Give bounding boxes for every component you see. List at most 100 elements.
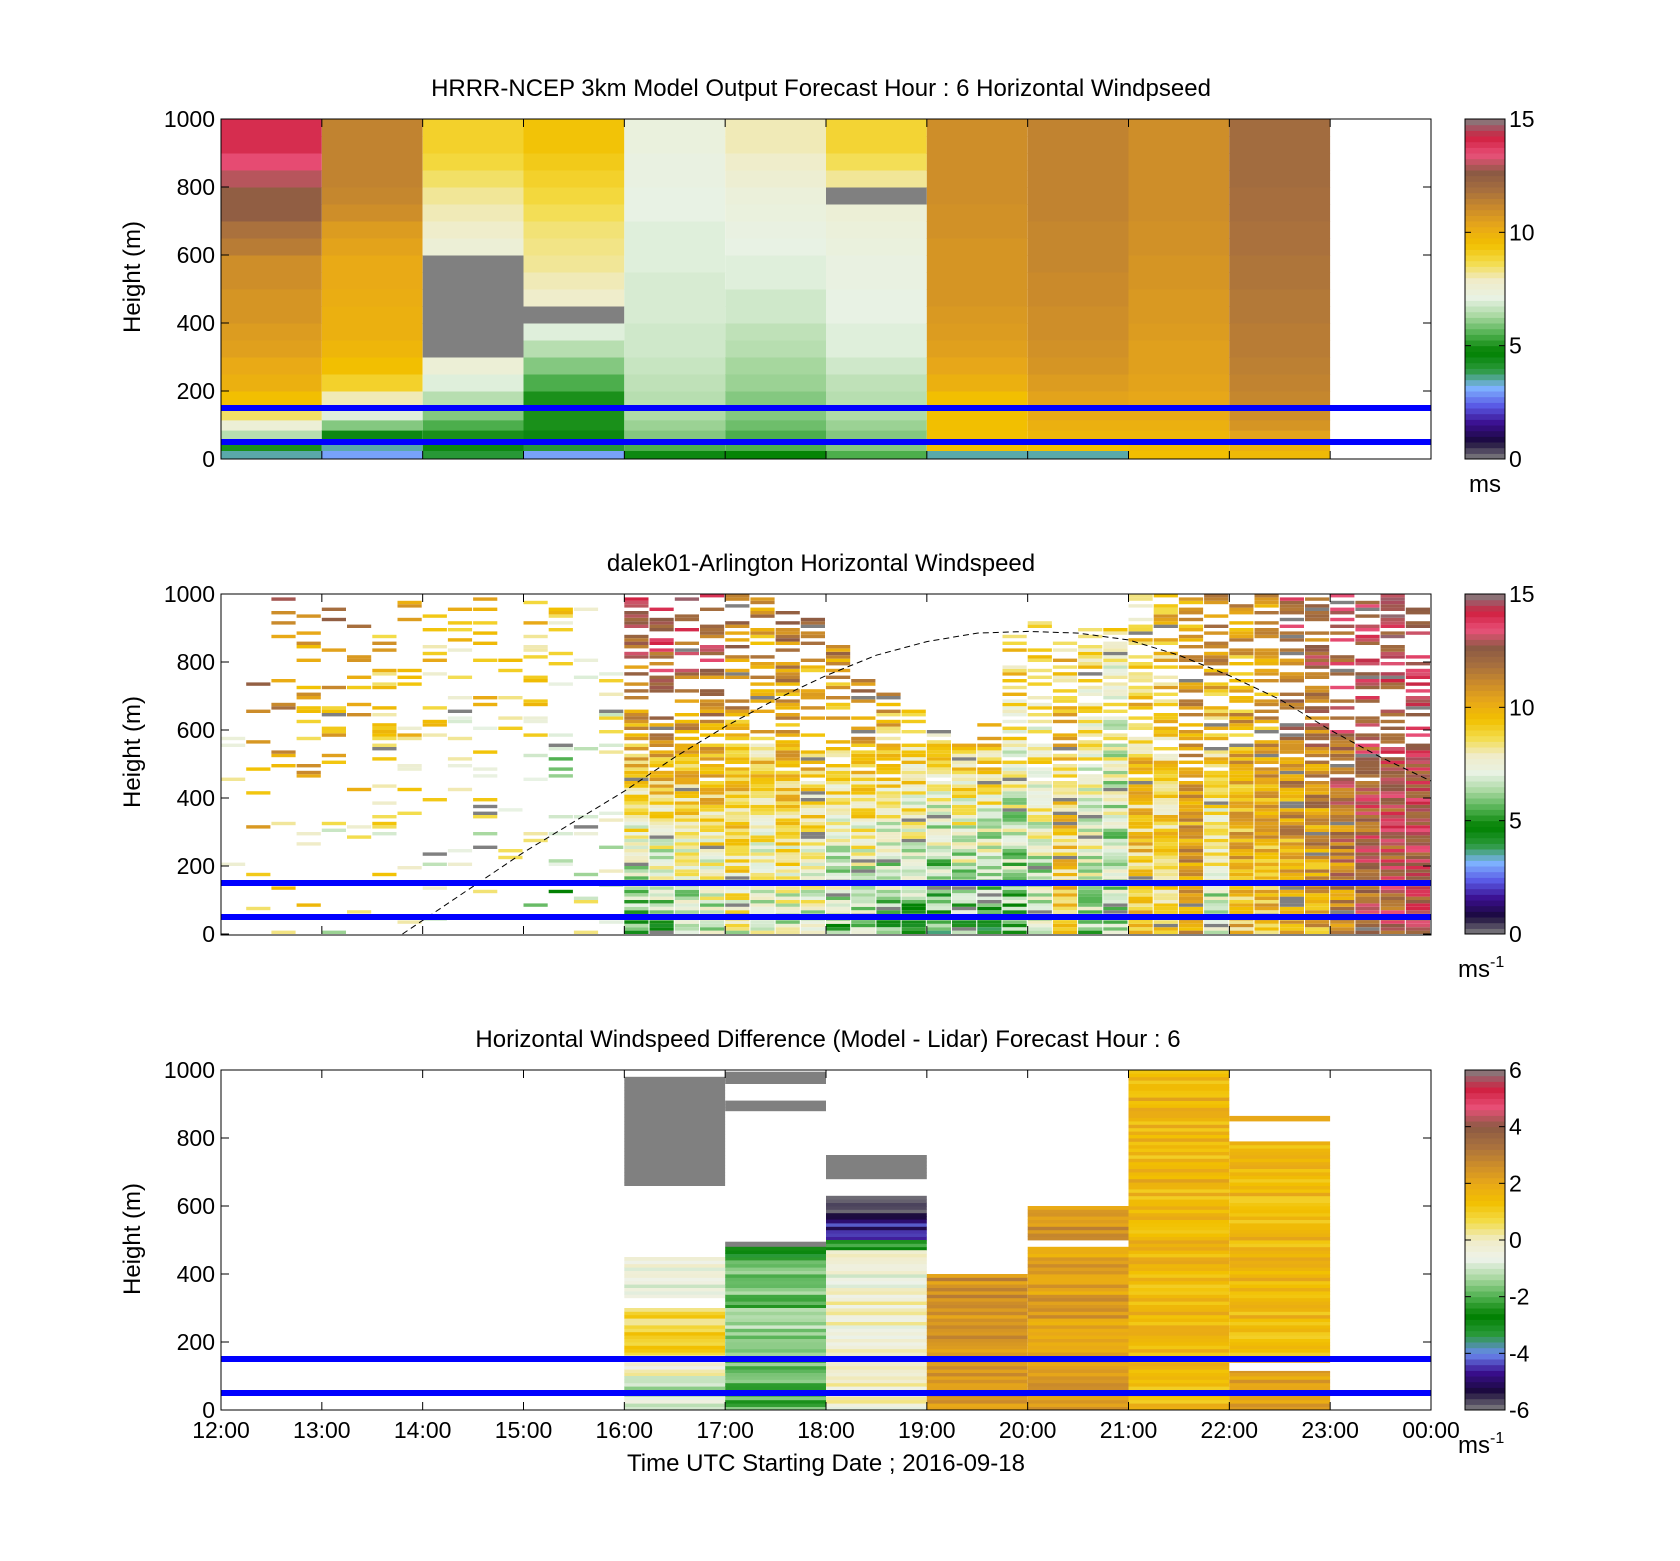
heatmap-cell xyxy=(775,821,800,826)
heatmap-cell xyxy=(1229,927,1254,931)
heatmap-cell xyxy=(725,204,826,222)
heatmap-cell xyxy=(1103,818,1128,822)
heatmap-cell xyxy=(1128,900,1153,904)
heatmap-cell xyxy=(1002,743,1027,747)
heatmap-cell xyxy=(1178,634,1204,639)
heatmap-cell xyxy=(1178,730,1204,734)
heatmap-cell xyxy=(1153,736,1178,741)
heatmap-cell xyxy=(926,374,1028,392)
heatmap-cell xyxy=(649,723,674,727)
heatmap-cell xyxy=(1204,896,1229,900)
heatmap-cell xyxy=(851,682,876,686)
heatmap-cell xyxy=(1128,1175,1230,1180)
heatmap-cell xyxy=(750,818,775,822)
heatmap-cell xyxy=(649,662,674,666)
heatmap-cell xyxy=(826,1325,927,1329)
heatmap-cell xyxy=(1027,760,1052,764)
heatmap-cell xyxy=(700,702,725,707)
heatmap-cell xyxy=(1103,631,1128,635)
heatmap-cell xyxy=(1128,1097,1230,1101)
heatmap-cell xyxy=(523,357,625,375)
heatmap-cell xyxy=(649,900,674,904)
heatmap-cell xyxy=(876,726,901,730)
heatmap-cell xyxy=(649,893,674,897)
colorbar-swatch xyxy=(1465,221,1505,228)
heatmap-cell xyxy=(1178,689,1204,693)
heatmap-cell xyxy=(1178,767,1204,771)
heatmap-cell xyxy=(1027,655,1052,659)
heatmap-cell xyxy=(700,872,725,877)
heatmap-cell xyxy=(1027,440,1129,451)
heatmap-cell xyxy=(700,893,725,897)
colorbar-swatch xyxy=(1465,1268,1505,1275)
heatmap-cell xyxy=(1380,896,1405,900)
heatmap-cell xyxy=(1229,1403,1331,1407)
heatmap-cell xyxy=(775,760,800,764)
colorbar-swatch xyxy=(1465,192,1505,199)
heatmap-cell xyxy=(700,675,725,679)
heatmap-cell xyxy=(1254,811,1279,815)
heatmap-cell xyxy=(775,920,800,924)
heatmap-cell xyxy=(952,743,977,747)
heatmap-cell xyxy=(1078,876,1103,880)
heatmap-cell xyxy=(1128,815,1153,819)
heatmap-cell xyxy=(1380,845,1405,849)
heatmap-cell xyxy=(1229,1209,1331,1214)
heatmap-cell xyxy=(624,1175,726,1180)
heatmap-cell xyxy=(649,855,674,860)
colorbar-swatch xyxy=(1465,141,1505,148)
heatmap-cell xyxy=(1380,747,1405,751)
heatmap-cell xyxy=(674,672,699,676)
heatmap-cell xyxy=(1254,604,1279,608)
heatmap-cell xyxy=(1052,689,1078,693)
heatmap-cell xyxy=(1229,900,1254,904)
heatmap-cell xyxy=(1279,818,1304,822)
heatmap-cell xyxy=(1052,709,1078,713)
heatmap-cell xyxy=(624,289,726,307)
colorbar-swatch xyxy=(1465,334,1505,341)
heatmap-cell xyxy=(523,374,625,392)
heatmap-cell xyxy=(1405,855,1430,860)
heatmap-cell xyxy=(826,706,851,710)
colorbar-swatch xyxy=(1465,1364,1505,1371)
heatmap-cell xyxy=(1078,655,1103,659)
heatmap-cell xyxy=(1128,930,1153,934)
heatmap-cell xyxy=(1405,906,1430,911)
heatmap-cell xyxy=(498,726,523,730)
heatmap-cell xyxy=(1128,876,1153,880)
heatmap-cell xyxy=(1229,1263,1331,1268)
heatmap-cell xyxy=(775,893,800,897)
heatmap-cell xyxy=(649,740,674,744)
heatmap-cell xyxy=(624,1260,726,1265)
heatmap-cell xyxy=(649,641,674,645)
heatmap-cell xyxy=(926,893,951,897)
heatmap-cell xyxy=(826,804,851,809)
heatmap-cell xyxy=(1078,767,1103,771)
heatmap-cell xyxy=(296,658,321,662)
heatmap-cell xyxy=(800,753,825,758)
heatmap-cell xyxy=(447,716,473,720)
heatmap-cell xyxy=(775,740,800,744)
heatmap-cell xyxy=(1405,621,1430,625)
heatmap-cell xyxy=(1229,804,1254,809)
heatmap-cell xyxy=(1078,753,1103,758)
heatmap-cell xyxy=(523,679,548,683)
heatmap-cell xyxy=(649,743,674,747)
heatmap-cell xyxy=(1254,597,1279,601)
heatmap-cell xyxy=(1204,801,1229,805)
heatmap-cell xyxy=(1078,658,1103,662)
heatmap-cell xyxy=(725,450,826,460)
heatmap-cell xyxy=(1002,713,1027,717)
heatmap-cell xyxy=(1229,1370,1331,1373)
heatmap-cell xyxy=(800,825,825,829)
heatmap-cell xyxy=(926,221,1028,239)
heatmap-cell xyxy=(750,631,775,635)
heatmap-cell xyxy=(649,808,674,812)
heatmap-cell xyxy=(649,750,674,754)
heatmap-cell xyxy=(1305,896,1330,900)
heatmap-cell xyxy=(775,743,800,747)
heatmap-cell xyxy=(1128,1110,1230,1115)
heatmap-cell xyxy=(1128,842,1153,846)
heatmap-cell xyxy=(750,889,775,894)
